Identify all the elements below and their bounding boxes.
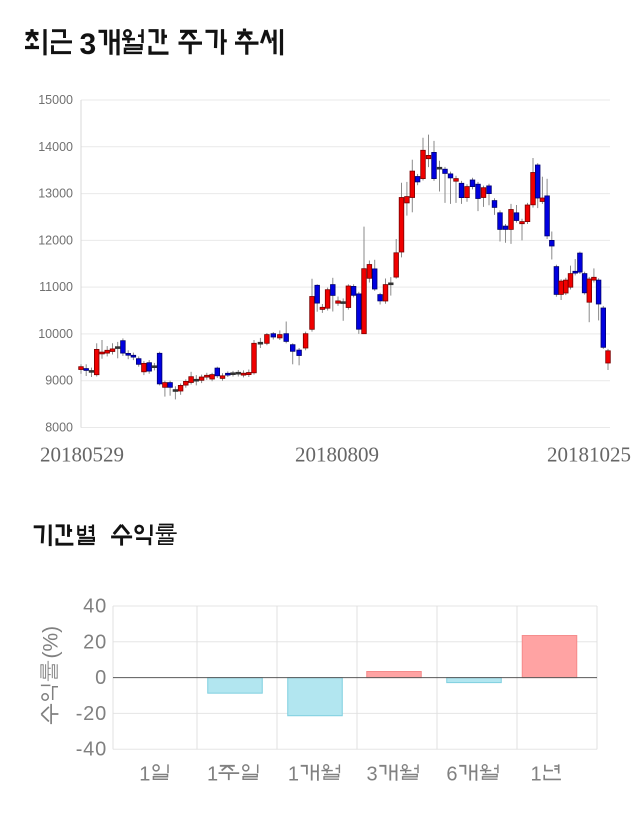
svg-text:11000: 11000 [39,280,73,294]
svg-text:1: 1 [207,764,218,786]
svg-text:13000: 13000 [38,187,73,201]
svg-text:3: 3 [80,28,97,61]
svg-text:1: 1 [139,764,150,786]
svg-text:20180529: 20180529 [40,443,124,467]
svg-text:20: 20 [83,631,107,653]
svg-text:-20: -20 [76,703,107,725]
svg-text:40: 40 [83,596,107,618]
svg-text:8000: 8000 [45,421,73,435]
svg-text:1: 1 [288,764,299,786]
svg-text:6: 6 [446,764,457,786]
svg-text:9000: 9000 [45,374,73,388]
svg-text:1: 1 [530,764,541,786]
svg-text:-40: -40 [76,739,107,761]
svg-text:3: 3 [366,764,377,786]
svg-text:0: 0 [95,667,107,689]
svg-text:20181025: 20181025 [547,443,631,467]
svg-text:20180809: 20180809 [295,443,379,467]
svg-text:14000: 14000 [38,140,73,154]
svg-text:12000: 12000 [38,233,73,247]
svg-text:(%): (%) [40,626,63,659]
svg-text:15000: 15000 [38,93,73,107]
svg-text:10000: 10000 [38,327,73,341]
